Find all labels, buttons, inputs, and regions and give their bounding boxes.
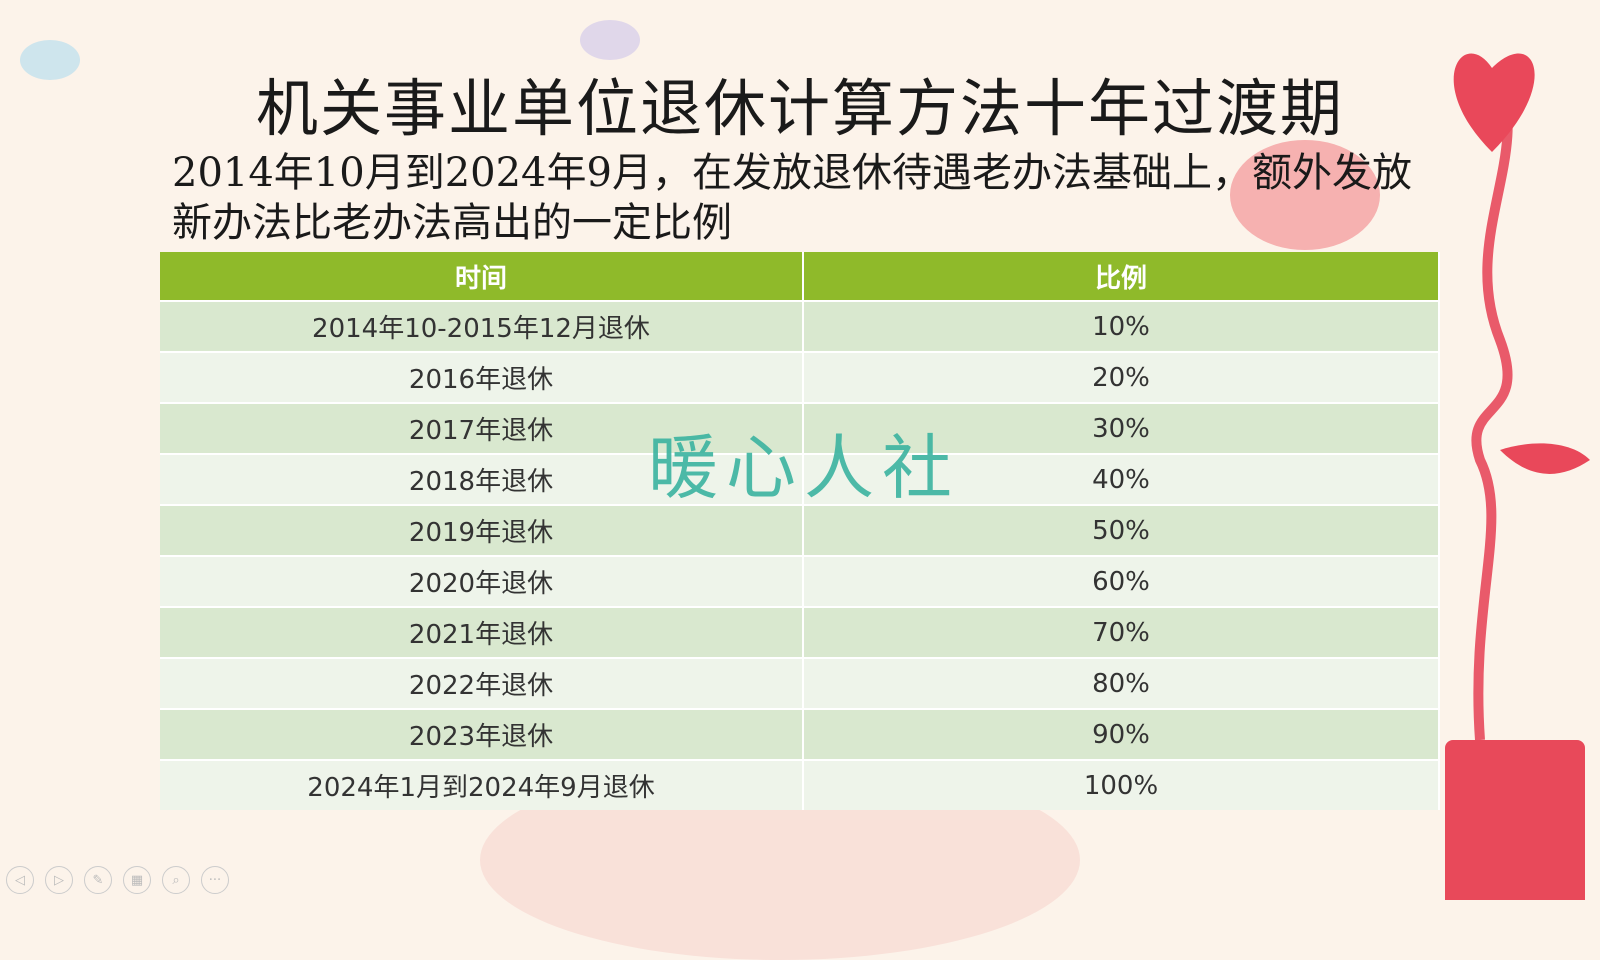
previous-icon[interactable]: ◁	[6, 866, 34, 894]
heart-decoration	[1230, 140, 1380, 250]
ratio-cell: 20%	[803, 351, 1440, 403]
ratio-cell: 30%	[803, 402, 1440, 454]
ratio-cell: 100%	[803, 759, 1440, 810]
slide-title: 机关事业单位退休计算方法十年过渡期	[255, 72, 1344, 145]
next-icon[interactable]: ▷	[45, 866, 73, 894]
ratio-cell: 60%	[803, 555, 1440, 607]
heart-decoration	[20, 40, 80, 80]
watermark-logo: 暖心人社	[648, 427, 960, 509]
time-cell: 2018年退休	[160, 453, 804, 505]
ratio-cell: 40%	[803, 453, 1440, 505]
column-header-ratio: 比例	[803, 252, 1440, 301]
slides-icon[interactable]: ▦	[123, 866, 151, 894]
table-row: 2016年退休 20%	[160, 351, 1440, 403]
ratio-cell: 10%	[803, 300, 1440, 352]
time-cell: 2020年退休	[160, 555, 804, 607]
slide-subtitle: 2014年10月到2024年9月，在发放退休待遇老办法基础上，额外发放新办法比老…	[172, 150, 1412, 246]
table-row: 2022年退休 80%	[160, 657, 1440, 709]
time-cell: 2023年退休	[160, 708, 804, 760]
ratio-cell: 80%	[803, 657, 1440, 709]
ratio-cell: 50%	[803, 504, 1440, 556]
time-cell: 2019年退休	[160, 504, 804, 556]
ratio-cell: 70%	[803, 606, 1440, 658]
table-row: 2014年10-2015年12月退休 10%	[160, 300, 1440, 352]
time-cell: 2016年退休	[160, 351, 804, 403]
time-cell: 2017年退休	[160, 402, 804, 454]
slideshow-toolbar: ◁ ▷ ✎ ▦ ⌕ ···	[6, 866, 229, 894]
table-row: 2023年退休 90%	[160, 708, 1440, 760]
heart-vine-decoration	[1445, 53, 1590, 900]
more-icon[interactable]: ···	[201, 866, 229, 894]
column-header-time: 时间	[160, 252, 804, 301]
table-header-row: 时间 比例	[160, 252, 1440, 301]
table-row: 2020年退休 60%	[160, 555, 1440, 607]
ratio-table: 时间 比例 2014年10-2015年12月退休 10% 2016年退休 20% 201…	[160, 252, 1440, 810]
time-cell: 2014年10-2015年12月退休	[160, 300, 804, 352]
time-cell: 2022年退休	[160, 657, 804, 709]
table-row: 2024年1月到2024年9月退休 100%	[160, 759, 1440, 810]
ratio-cell: 90%	[803, 708, 1440, 760]
pen-icon[interactable]: ✎	[84, 866, 112, 894]
zoom-icon[interactable]: ⌕	[162, 866, 190, 894]
heart-decoration	[580, 20, 640, 60]
table-row: 2021年退休 70%	[160, 606, 1440, 658]
time-cell: 2024年1月到2024年9月退休	[160, 759, 804, 810]
table-row: 2017年退休 30%	[160, 402, 1440, 454]
time-cell: 2021年退休	[160, 606, 804, 658]
table-row: 2018年退休 40%	[160, 453, 1440, 505]
table-row: 2019年退休 50%	[160, 504, 1440, 556]
